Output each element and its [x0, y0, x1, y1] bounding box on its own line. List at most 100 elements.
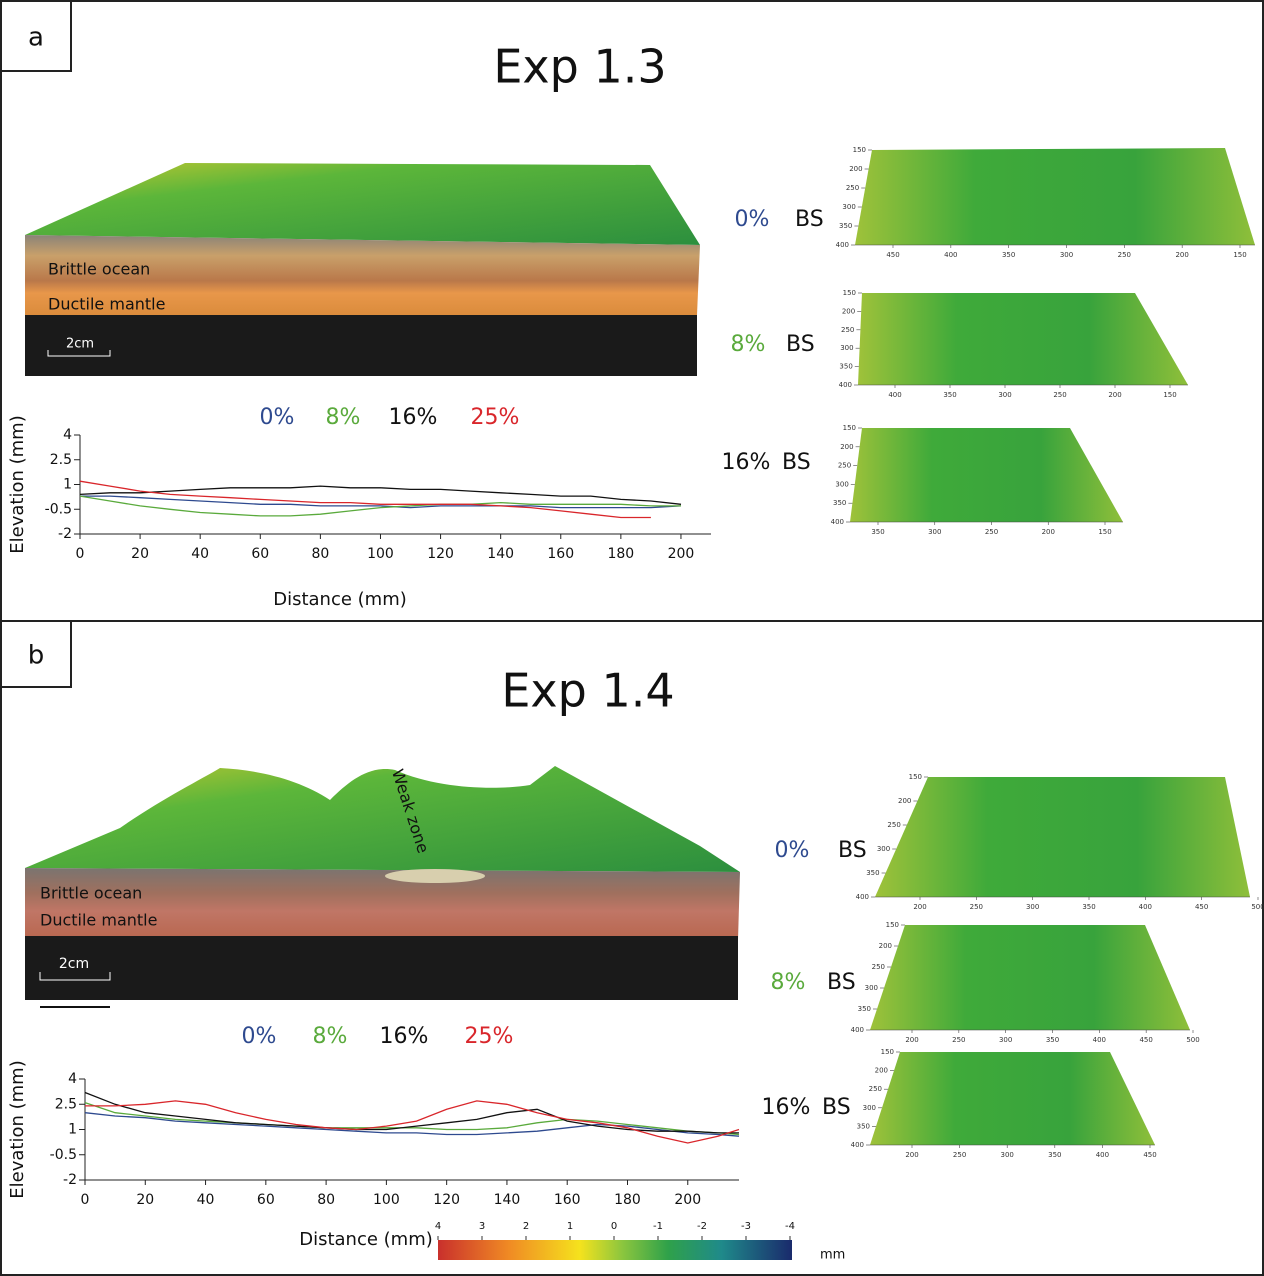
surface-x-tick-label: 250 [953, 1151, 966, 1159]
surface-x-tick-label: 350 [871, 528, 884, 536]
colorbar-tick-label: -3 [741, 1221, 751, 1232]
surface-y-tick-label: 300 [863, 1104, 876, 1112]
surface-y-tick-label: 350 [839, 363, 852, 371]
x-tick-label: 20 [136, 1192, 154, 1208]
surface-y-tick-label: 350 [857, 1122, 870, 1130]
legend-entry: 0% [260, 405, 295, 430]
surface-x-tick-label: 250 [952, 1036, 965, 1044]
surface-label: 0% [775, 838, 810, 863]
x-tick-label: 60 [257, 1192, 275, 1208]
legend-entry: 25% [471, 405, 520, 430]
surface-y-tick-label: 250 [846, 184, 859, 192]
panel-title: Exp 1.4 [501, 664, 674, 718]
colorbar-tick-label: 1 [567, 1221, 573, 1232]
x-tick-label: 20 [131, 546, 149, 562]
surface-y-tick-label: 200 [875, 1067, 888, 1075]
legend-entry: 0% [242, 1024, 277, 1049]
y-tick-label: -0.5 [45, 501, 72, 517]
y-tick-label: 4 [63, 427, 72, 443]
surface-suffix: BS [786, 332, 815, 357]
page: {"panels": [ {"label": "a", "title": "Ex… [0, 0, 1264, 1276]
surface-y-tick-label: 200 [840, 443, 853, 451]
surface-x-tick-label: 200 [1108, 391, 1121, 399]
surface-y-tick-label: 400 [831, 518, 844, 526]
colorbar-tick-label: 0 [611, 1221, 617, 1232]
surface-y-tick-label: 250 [869, 1085, 882, 1093]
surface-x-tick-label: 350 [943, 391, 956, 399]
x-tick-label: 140 [494, 1192, 521, 1208]
legend-entry: 8% [313, 1024, 348, 1049]
x-tick-label: 40 [197, 1192, 215, 1208]
y-tick-label: 2.5 [50, 452, 72, 468]
surface [855, 148, 1255, 245]
surface-x-tick-label: 450 [886, 251, 899, 259]
x-tick-label: 120 [433, 1192, 460, 1208]
surface [850, 428, 1123, 522]
x-tick-label: 80 [311, 546, 329, 562]
surface-x-tick-label: 200 [913, 903, 926, 911]
colorbar-tick-label: -2 [697, 1221, 707, 1232]
surface-y-tick-label: 150 [881, 1048, 894, 1056]
surface-x-tick-label: 250 [970, 903, 983, 911]
surface-x-tick-label: 350 [1048, 1151, 1061, 1159]
x-tick-label: 40 [191, 546, 209, 562]
surface-x-tick-label: 500 [1186, 1036, 1199, 1044]
x-tick-label: 0 [81, 1192, 90, 1208]
surface-x-tick-label: 400 [888, 391, 901, 399]
surface-x-tick-label: 300 [1026, 903, 1039, 911]
legend-entry: 16% [389, 405, 438, 430]
surface-x-tick-label: 250 [1118, 251, 1131, 259]
x-tick-label: 100 [373, 1192, 400, 1208]
block-base [25, 315, 697, 376]
y-tick-label: 4 [68, 1071, 77, 1087]
legend-entry: 25% [465, 1024, 514, 1049]
scale-label: 2cm [66, 337, 94, 352]
block-base [25, 936, 738, 1000]
surface-y-tick-label: 200 [898, 797, 911, 805]
surface-x-tick-label: 350 [1002, 251, 1015, 259]
surface-y-tick-label: 300 [840, 344, 853, 352]
surface-y-tick-label: 300 [865, 984, 878, 992]
surface-x-tick-label: 200 [1175, 251, 1188, 259]
surface-x-tick-label: 250 [1053, 391, 1066, 399]
surface-y-tick-label: 350 [866, 869, 879, 877]
surface-y-tick-label: 300 [842, 203, 855, 211]
surface-y-tick-label: 150 [909, 773, 922, 781]
layer-label: Ductile mantle [40, 911, 157, 930]
surface-y-tick-label: 400 [851, 1141, 864, 1149]
surface-x-tick-label: 450 [1139, 1036, 1152, 1044]
surface-label: 16% [722, 450, 771, 475]
surface-x-tick-label: 150 [1098, 528, 1111, 536]
surface-y-tick-label: 350 [858, 1005, 871, 1013]
weak-zone [385, 869, 485, 883]
surface-x-tick-label: 400 [1096, 1151, 1109, 1159]
surface-x-tick-label: 300 [1001, 1151, 1014, 1159]
series-line [80, 496, 681, 508]
surface-suffix: BS [782, 450, 811, 475]
colorbar-tick-label: 4 [435, 1221, 441, 1232]
surface-label: 8% [731, 332, 766, 357]
surface-y-tick-label: 300 [835, 480, 848, 488]
x-tick-label: 200 [674, 1192, 701, 1208]
colorbar-tick-label: -4 [785, 1221, 795, 1232]
surface-suffix: BS [822, 1095, 851, 1120]
legend-entry: 16% [380, 1024, 429, 1049]
panel-label: a [28, 23, 44, 53]
surface-y-tick-label: 200 [842, 307, 855, 315]
surface-y-tick-label: 300 [877, 845, 890, 853]
surface [870, 925, 1190, 1030]
surface-x-tick-label: 200 [905, 1151, 918, 1159]
surface-x-tick-label: 400 [1093, 1036, 1106, 1044]
x-tick-label: 180 [607, 546, 634, 562]
surface-x-tick-label: 350 [1046, 1036, 1059, 1044]
y-tick-label: 2.5 [55, 1096, 77, 1112]
x-tick-label: 160 [547, 546, 574, 562]
x-tick-label: 80 [317, 1192, 335, 1208]
y-tick-label: 1 [63, 477, 72, 493]
y-tick-label: -2 [58, 526, 72, 542]
surface [875, 777, 1250, 897]
surface-y-tick-label: 400 [856, 893, 869, 901]
surface-x-tick-label: 150 [1233, 251, 1246, 259]
surface [858, 293, 1188, 385]
x-axis-label: Distance (mm) [299, 1229, 433, 1250]
